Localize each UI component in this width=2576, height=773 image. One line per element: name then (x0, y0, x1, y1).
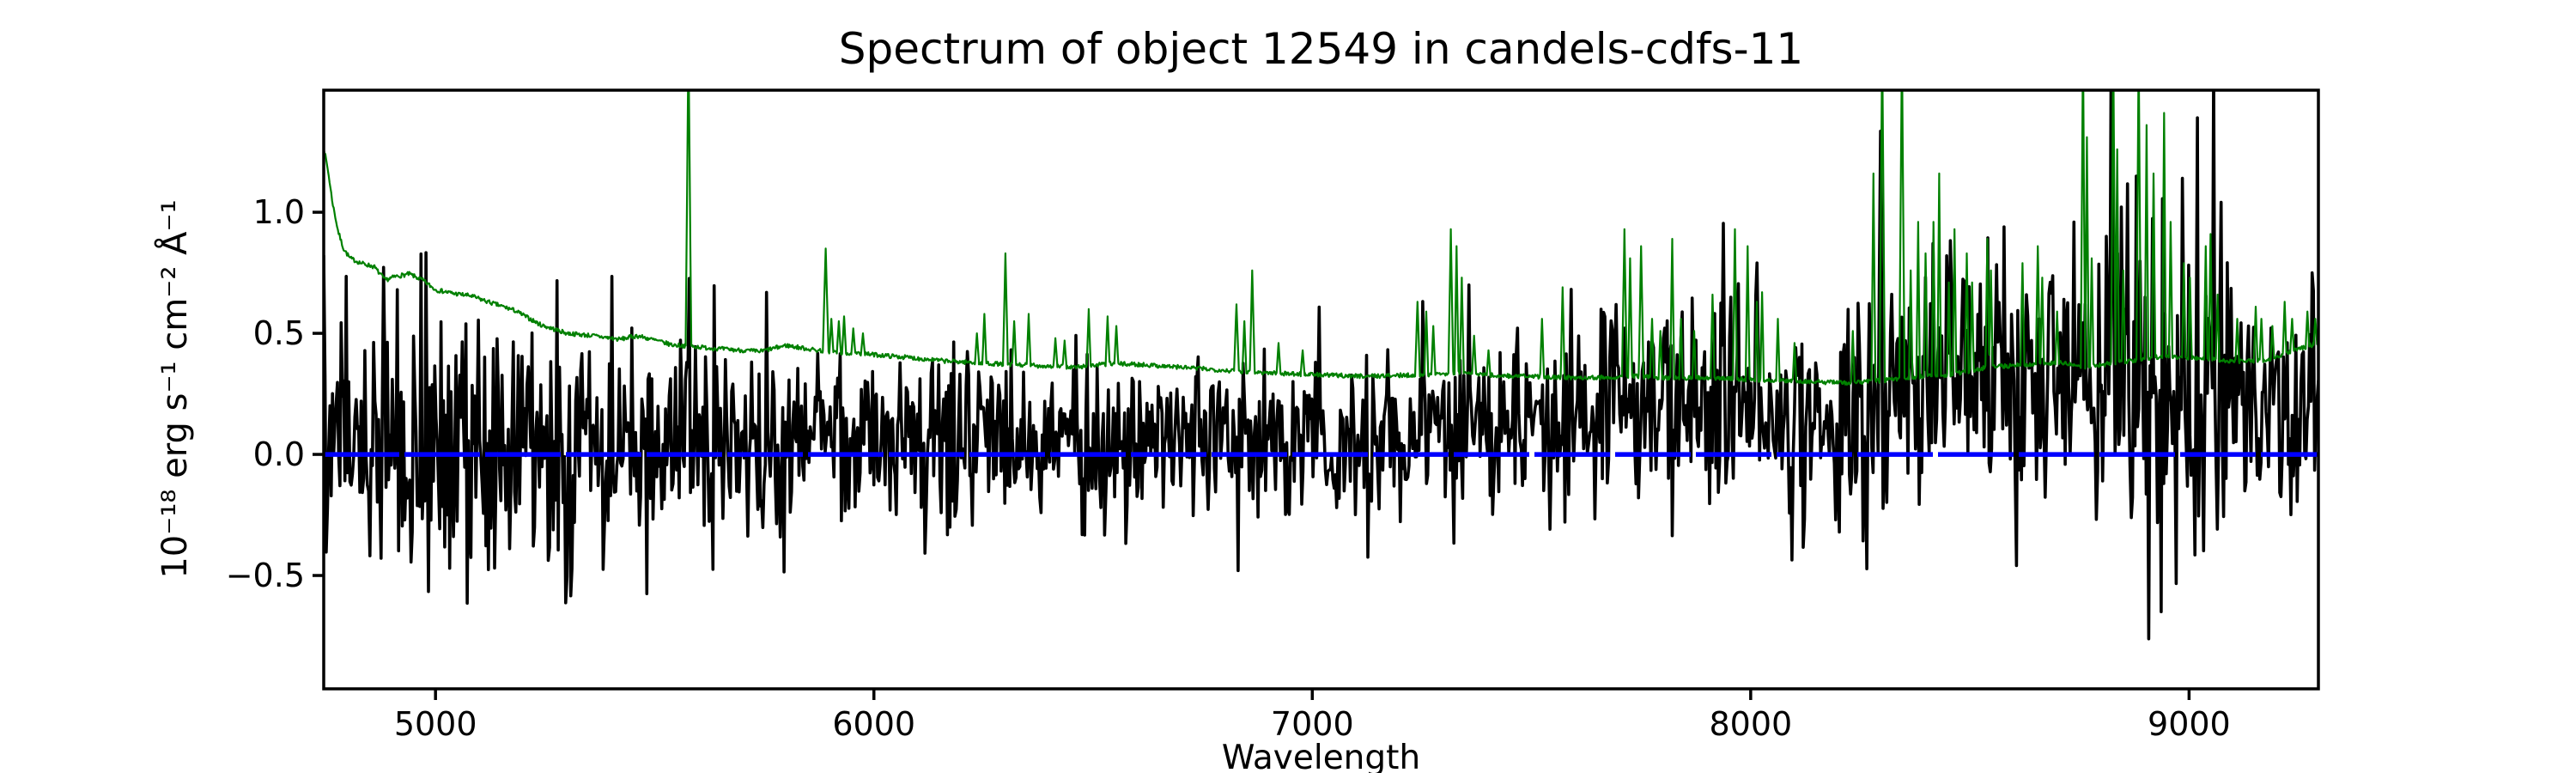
y-tick-label: 1.0 (253, 193, 305, 231)
noise-spectrum-line (324, 90, 2318, 386)
x-tick-label: 8000 (1709, 705, 1792, 743)
y-tick-label: 0.0 (253, 435, 305, 473)
x-axis-label: Wavelength (1221, 739, 1421, 773)
x-tick-label: 7000 (1271, 705, 1354, 743)
x-tick-label: 5000 (394, 705, 477, 743)
y-tick-label: −0.5 (226, 557, 305, 594)
plot-title: Spectrum of object 12549 in candels-cdfs… (838, 24, 1804, 74)
y-tick-label: 0.5 (253, 314, 305, 352)
x-tick-label: 6000 (832, 705, 915, 743)
x-tick-label: 9000 (2148, 705, 2231, 743)
axes-frame (322, 88, 2320, 691)
